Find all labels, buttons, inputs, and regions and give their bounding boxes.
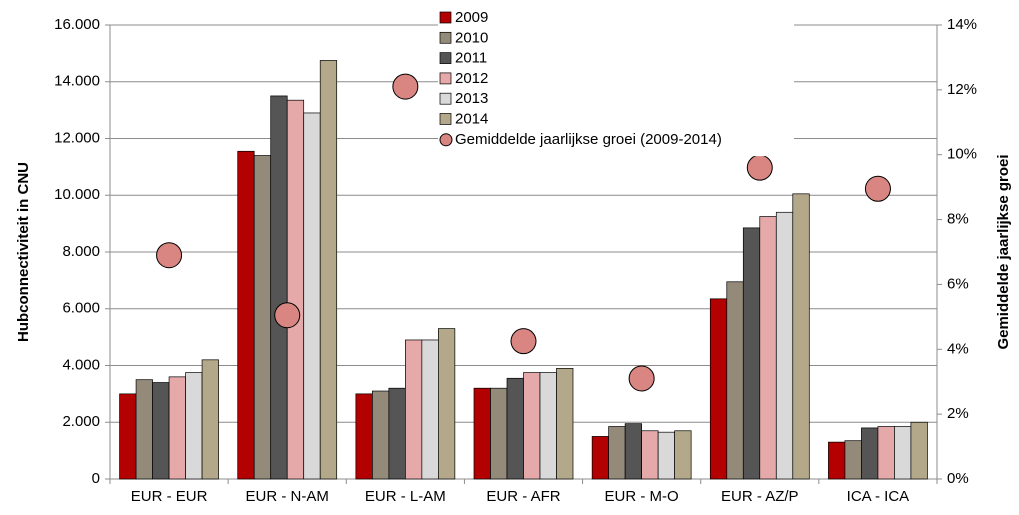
y-tick-label: 12.000: [54, 129, 100, 146]
legend-marker: [439, 52, 452, 64]
legend-marker: [439, 11, 452, 24]
bar: [894, 426, 912, 480]
bar: [237, 150, 255, 480]
bar: [608, 426, 626, 480]
scatter-point: [864, 175, 891, 202]
legend-marker: [439, 92, 452, 105]
bar: [861, 427, 879, 480]
y-axis-label: Hubconnectiviteit in CNU: [15, 162, 32, 342]
bar: [372, 390, 390, 480]
scatter-point: [392, 73, 419, 100]
bar: [421, 339, 439, 480]
bar: [303, 112, 321, 480]
legend-label: Gemiddelde jaarlijkse groei (2009-2014): [455, 131, 722, 148]
y-tick-label: 14.000: [54, 73, 100, 90]
bar: [523, 372, 541, 480]
y-tick-label: 2.000: [62, 413, 100, 430]
legend-label: 2010: [455, 29, 488, 46]
legend-marker: [439, 113, 452, 125]
bar: [877, 426, 895, 480]
legend-marker: [439, 133, 453, 147]
legend-label: 2014: [455, 110, 488, 127]
bar: [742, 227, 761, 480]
bar: [624, 423, 642, 480]
y2-tick-label: 12%: [947, 81, 977, 98]
legend-label: 2013: [455, 90, 488, 107]
bar: [657, 431, 675, 480]
bar: [674, 430, 692, 480]
bar: [355, 393, 373, 480]
bar: [591, 436, 609, 480]
y2-axis-label: Gemiddelde jaarlijkse groei: [995, 154, 1012, 349]
bar: [319, 60, 338, 480]
y2-tick-label: 2%: [947, 405, 969, 422]
bar: [286, 99, 305, 480]
y-tick-label: 4.000: [62, 356, 100, 373]
bar: [844, 440, 862, 480]
scatter-point: [746, 154, 773, 181]
bar: [201, 359, 219, 480]
bar: [438, 328, 456, 480]
bar: [135, 379, 153, 480]
legend-marker: [439, 72, 452, 85]
bar: [388, 387, 406, 480]
y2-tick-label: 0%: [947, 470, 969, 487]
y2-tick-label: 6%: [947, 275, 969, 292]
bar: [185, 372, 203, 480]
x-tick-label: EUR - L-AM: [365, 488, 446, 505]
bar: [539, 372, 557, 480]
y-tick-label: 0: [92, 470, 100, 487]
bar: [726, 281, 744, 480]
bar: [405, 339, 423, 480]
y-tick-label: 8.000: [62, 243, 100, 260]
bar: [506, 377, 524, 480]
bar: [119, 393, 137, 480]
bar: [759, 216, 777, 480]
legend-label: 2011: [455, 50, 487, 67]
scatter-point: [510, 328, 537, 355]
bar: [473, 387, 491, 480]
y-tick-label: 16.000: [54, 16, 100, 33]
y2-tick-label: 8%: [947, 211, 969, 228]
scatter-point: [628, 365, 655, 392]
legend-marker: [439, 31, 452, 44]
scatter-point: [274, 302, 301, 329]
y-tick-label: 6.000: [62, 300, 100, 317]
y2-tick-label: 4%: [947, 340, 969, 357]
bar: [910, 421, 928, 480]
legend-label: 2012: [455, 70, 488, 87]
bar: [828, 441, 846, 480]
y2-tick-label: 14%: [947, 16, 977, 33]
scatter-point: [156, 242, 183, 269]
y-tick-label: 10.000: [54, 186, 100, 203]
legend-label: 2009: [455, 9, 488, 26]
bar: [709, 298, 728, 480]
x-tick-label: ICA - ICA: [847, 488, 910, 505]
bar: [792, 193, 810, 480]
bar: [253, 155, 272, 480]
x-tick-label: EUR - EUR: [131, 488, 208, 505]
x-tick-label: EUR - N-AM: [246, 488, 329, 505]
legend-box: [438, 8, 794, 157]
x-tick-label: EUR - AZ/P: [721, 488, 799, 505]
bar: [490, 387, 508, 480]
x-tick-label: EUR - AFR: [486, 488, 560, 505]
bar: [775, 211, 794, 480]
y2-tick-label: 10%: [947, 146, 977, 163]
bar: [270, 95, 288, 480]
bar: [168, 376, 186, 480]
bar: [152, 382, 170, 480]
bar: [641, 430, 659, 480]
bar: [556, 367, 574, 480]
x-tick-label: EUR - M-O: [605, 488, 679, 505]
